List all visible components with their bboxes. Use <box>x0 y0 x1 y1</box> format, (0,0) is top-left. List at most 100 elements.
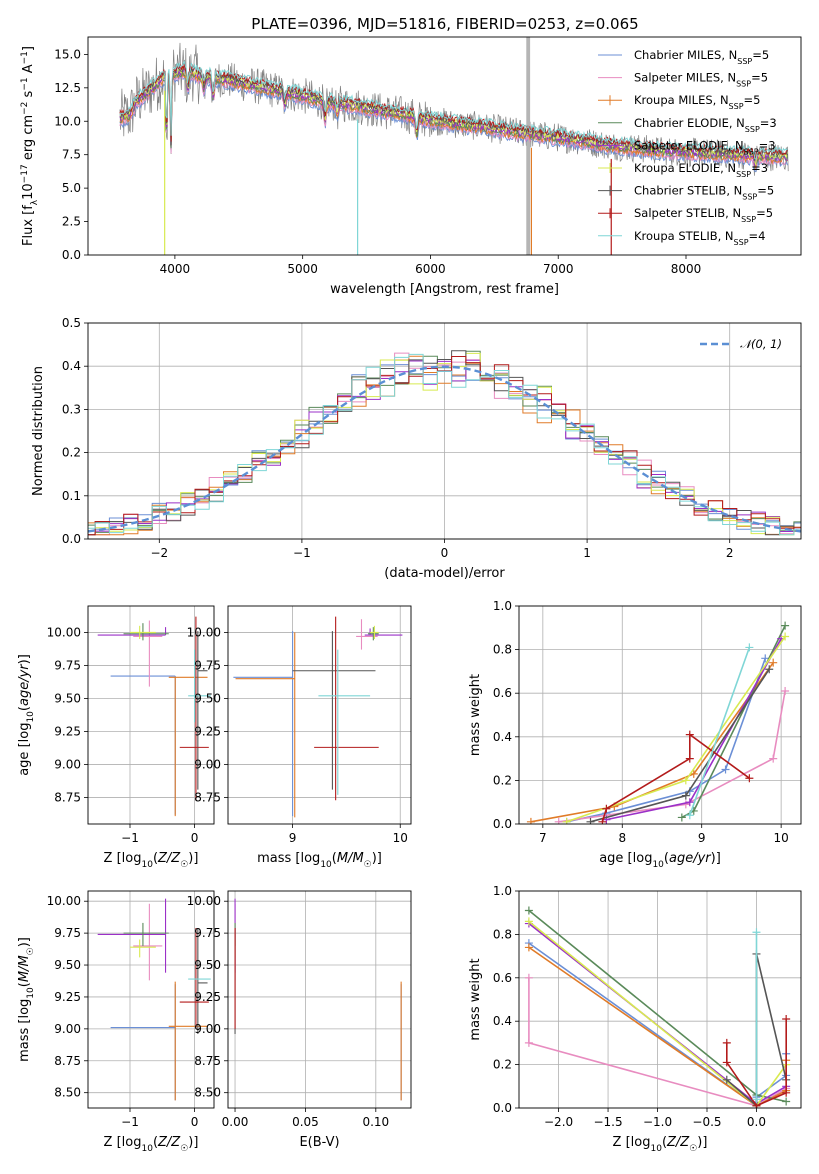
y-tick-label: 10.00 <box>187 894 221 908</box>
y-tick-label: 0.6 <box>493 971 512 985</box>
label-part: ☉ <box>180 1144 188 1154</box>
legend-label-sub: SSP <box>744 147 759 156</box>
weight-line-chabrier-stelib <box>590 668 770 823</box>
x-tick-label: −1 <box>121 831 139 845</box>
label-part: mass [log <box>257 851 320 866</box>
legend-label-sub: SSP <box>729 102 744 111</box>
weight-marker <box>781 687 790 696</box>
label-part: M/M <box>17 955 32 982</box>
y-tick-label: 2.5 <box>62 215 81 229</box>
weight-marker <box>524 917 533 926</box>
y-tick-label: 0.0 <box>493 1101 512 1115</box>
histogram-chabrier-stelib <box>88 350 801 536</box>
weight-line-kroupa-elodie <box>566 636 786 823</box>
label-part: −1 <box>20 51 30 64</box>
label-part: 10 <box>650 1144 662 1154</box>
weight-marker <box>721 765 730 774</box>
label-part: −17 <box>20 164 30 183</box>
x-tick-label: 0 <box>441 546 449 560</box>
y-axis-label: mass [log10(M/M☉)] <box>17 937 36 1062</box>
label-part: (data-model)/error <box>384 566 505 581</box>
legend-label: Chabrier MILES, NSSP=5 <box>634 48 769 66</box>
label-part: 10 <box>141 860 153 870</box>
x-axis-label: wavelength [Angstrom, rest frame] <box>330 282 559 297</box>
y-tick-label: 0.4 <box>493 730 512 744</box>
x-tick-label: −2 <box>150 546 168 560</box>
axes-frame <box>87 605 215 825</box>
legend-label-main: Kroupa ELODIE, N <box>634 161 736 175</box>
label-part: ☉ <box>26 947 36 955</box>
label-part: ( <box>153 1135 158 1150</box>
weight-marker <box>769 658 778 667</box>
weight-line-salpeter-miles <box>528 977 787 1107</box>
weight-marker <box>685 754 694 763</box>
x-tick-label: 5000 <box>287 262 318 276</box>
label-part: age/yr <box>17 663 32 706</box>
label-part: 10 <box>26 987 36 999</box>
residuals-legend: 𝒩(0, 1) <box>700 337 782 351</box>
y-tick-label: 0.1 <box>62 489 81 503</box>
y-tick-label: 9.25 <box>194 725 221 739</box>
legend-label: Salpeter ELODIE, NSSP=3 <box>634 138 776 156</box>
x-tick-label: 9 <box>698 831 706 845</box>
y-tick-label: 9.50 <box>194 691 221 705</box>
label-part: )] <box>188 851 198 866</box>
label-part: age [log <box>17 723 32 776</box>
axes-frame <box>227 890 412 1109</box>
plot-area-residuals <box>88 350 801 536</box>
masked-region <box>526 37 531 255</box>
x-tick-label: 7 <box>539 831 547 845</box>
legend-label: Salpeter STELIB, NSSP=5 <box>634 206 773 224</box>
weight-marker <box>769 754 778 763</box>
y-tick-label: 12.5 <box>54 81 81 95</box>
weight-marker <box>681 776 690 785</box>
label-part: age [log <box>599 851 652 866</box>
label-part: 10 <box>26 711 36 723</box>
plot-area-z-age <box>97 616 211 817</box>
label-part: ☉ <box>689 1144 697 1154</box>
y-tick-label: 7.5 <box>62 148 81 162</box>
label-part: 10 <box>21 183 36 200</box>
label-part: Z [log <box>104 1135 142 1150</box>
weight-marker <box>722 1058 731 1067</box>
weight-marker <box>681 791 690 800</box>
weight-marker <box>722 1075 731 1084</box>
y-tick-label: 0.4 <box>62 359 81 373</box>
weight-marker <box>782 1088 791 1097</box>
y-tick-label: 10.00 <box>47 894 81 908</box>
legend-label-sub: SSP <box>736 170 751 179</box>
weight-marker <box>752 1095 761 1104</box>
weight-marker <box>765 665 774 674</box>
y-tick-label: 10.00 <box>47 625 81 639</box>
y-tick-label: 8.75 <box>194 1054 221 1068</box>
label-part: Z [log <box>613 1135 651 1150</box>
x-tick-label: 2 <box>726 546 734 560</box>
weight-line-kroupa-miles <box>530 662 774 823</box>
plot-area-z-weight <box>524 906 791 1108</box>
legend-label: Salpeter MILES, NSSP=5 <box>634 71 768 89</box>
legend-label-main: Kroupa STELIB, N <box>634 229 734 243</box>
x-axis-label: Z [log10(Z/Z☉)] <box>613 1135 708 1154</box>
label-part: Normed distribution <box>31 366 46 496</box>
y-tick-label: 8.75 <box>54 1054 81 1068</box>
label-part: A <box>21 64 36 77</box>
x-axis-label: age [log10(age/yr)] <box>599 851 721 870</box>
label-part: )] <box>711 851 721 866</box>
legend-label-end: =3 <box>760 116 777 130</box>
legend-label-end: =3 <box>759 138 776 152</box>
label-part: )] <box>17 937 32 947</box>
y-tick-label: 0.3 <box>62 402 81 416</box>
legend-label-sub: SSP <box>741 215 756 224</box>
weight-marker <box>685 811 694 820</box>
legend-label-main: Salpeter STELIB, N <box>634 206 741 220</box>
axes-frame <box>518 605 802 825</box>
y-axis-label: mass weight <box>468 958 483 1040</box>
weight-marker <box>602 804 611 813</box>
model-line-salpeter-elodie <box>119 68 788 167</box>
legend-label-main: Chabrier ELODIE, N <box>634 116 745 130</box>
legend-label-end: =5 <box>757 184 774 198</box>
